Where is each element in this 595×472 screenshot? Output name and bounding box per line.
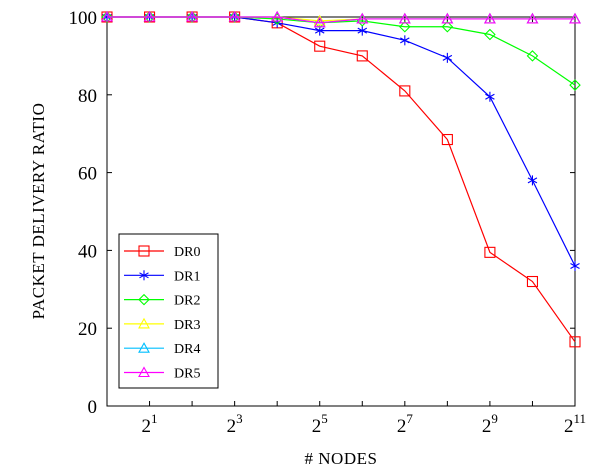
- data-point: [526, 50, 539, 62]
- legend-marker: [138, 293, 150, 306]
- series-line: [107, 16, 575, 24]
- y-axis: 0 20 40 60 80 100: [69, 8, 575, 418]
- data-point: [441, 12, 454, 24]
- y-tick-label: 20: [78, 319, 97, 340]
- data-point: [313, 16, 326, 28]
- legend-box: [118, 233, 219, 389]
- data-point: [484, 28, 496, 41]
- data-point: [400, 35, 410, 46]
- data-point: [313, 14, 326, 26]
- data-point: [314, 40, 326, 52]
- data-point: [527, 175, 538, 186]
- data-point: [569, 336, 581, 348]
- legend-label: DR5: [174, 367, 200, 382]
- plot-frame: [106, 16, 576, 407]
- data-point: [186, 10, 199, 22]
- x-tick-label: 27: [397, 411, 414, 437]
- y-axis-title: PACKET DELIVERY RATIO: [29, 103, 48, 320]
- x-tick-label: 29: [482, 411, 498, 437]
- y-tick-label: 0: [88, 397, 98, 418]
- data-point: [143, 11, 156, 23]
- x-tick-label: 23: [227, 411, 243, 437]
- data-point: [356, 50, 368, 62]
- legend-label: DR1: [174, 269, 200, 284]
- data-point: [484, 246, 496, 258]
- data-point: [186, 11, 198, 23]
- legend-item: DR2: [124, 294, 200, 309]
- x-tick-label: 211: [564, 411, 586, 437]
- y-tick-label: 40: [78, 241, 97, 262]
- legend-item: DR5: [124, 366, 200, 382]
- legend-marker: [138, 317, 150, 329]
- data-point: [526, 275, 539, 288]
- legend-item: DR1: [124, 269, 200, 284]
- series-line: [107, 16, 576, 267]
- legend-label: DR2: [174, 294, 200, 309]
- y-tick-label: 100: [69, 8, 98, 29]
- legend-label: DR0: [174, 245, 200, 260]
- series-dr5: [101, 10, 581, 28]
- data-point: [399, 20, 411, 33]
- data-point: [485, 91, 495, 102]
- x-tick-label: 21: [142, 411, 158, 437]
- data-point: [526, 12, 539, 24]
- x-tick-label: 25: [312, 411, 328, 437]
- legend-marker: [138, 366, 150, 378]
- legend-item: DR4: [124, 342, 200, 357]
- legend-item: DR3: [124, 317, 200, 333]
- data-point: [442, 52, 453, 63]
- data-point: [483, 12, 496, 24]
- data-point: [398, 12, 411, 24]
- data-point: [228, 10, 241, 22]
- data-point: [569, 79, 581, 91]
- data-point: [357, 25, 368, 36]
- data-point: [399, 85, 411, 97]
- x-axis: 21 23 25 27 29 211: [106, 17, 586, 437]
- data-point: [441, 20, 454, 33]
- legend-marker: [139, 270, 149, 281]
- y-tick-label: 80: [78, 86, 97, 107]
- legend-item: DR0: [124, 245, 200, 260]
- legend-marker: [138, 342, 150, 353]
- legend-marker: [138, 245, 150, 257]
- data-point: [101, 11, 113, 23]
- data-point: [569, 12, 581, 24]
- data-point: [271, 10, 284, 22]
- data-point: [228, 11, 241, 23]
- data-point: [101, 10, 113, 22]
- legend-label: DR3: [174, 318, 200, 333]
- y-tick-label: 60: [78, 164, 97, 185]
- series-layer: [101, 10, 581, 348]
- data-point: [441, 133, 453, 146]
- data-point: [356, 12, 369, 24]
- legend: DR0 DR1 DR2 DR3 DR4 DR5: [118, 233, 219, 389]
- x-axis-title: # NODES: [305, 449, 378, 468]
- data-point: [143, 10, 156, 22]
- legend-label: DR4: [174, 342, 200, 357]
- data-point: [570, 260, 580, 271]
